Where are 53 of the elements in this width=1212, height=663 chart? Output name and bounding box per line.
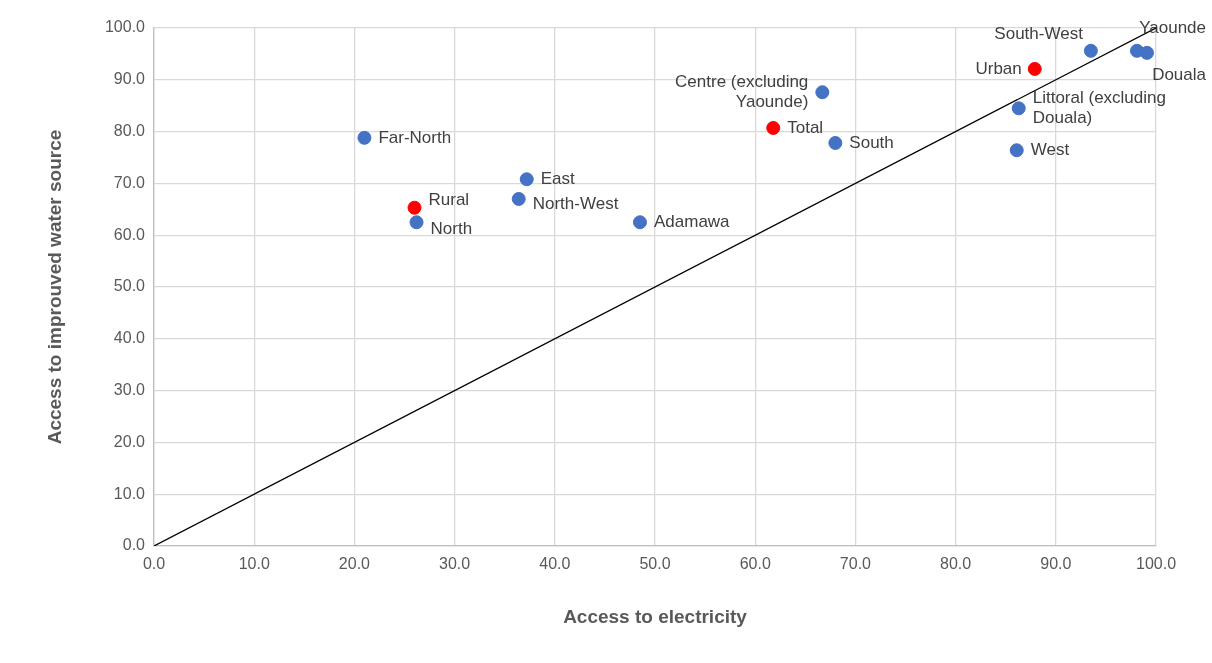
x-tick-label: 90.0: [1040, 555, 1072, 573]
x-tick-label: 20.0: [338, 555, 371, 573]
y-tick-label: 100.0: [104, 18, 146, 36]
x-tick-label: 60.0: [739, 555, 771, 573]
x-tick-label: 100.0: [1135, 555, 1177, 573]
series-label: South-West: [994, 24, 1084, 44]
point: [1009, 143, 1024, 158]
x-tick-label: 30.0: [439, 555, 471, 573]
y-tick-label: 30.0: [113, 381, 146, 399]
point: [766, 120, 781, 135]
point: [519, 172, 534, 187]
series-label: Douala: [1152, 64, 1207, 84]
x-axis-title: Access to electricity: [563, 605, 748, 627]
point: [1083, 43, 1098, 58]
series-label: West: [1030, 139, 1070, 159]
point: [1011, 101, 1026, 116]
point: [409, 215, 424, 230]
series-label: North: [430, 218, 473, 238]
point: [828, 136, 843, 150]
x-tick-label: 50.0: [639, 555, 671, 573]
series-label: Littoral (excluding Douala): [1032, 87, 1166, 127]
y-tick-label: 10.0: [113, 484, 146, 502]
y-tick-label: 90.0: [113, 70, 146, 88]
x-tick-label: 70.0: [839, 555, 872, 573]
y-tick-label: 20.0: [113, 432, 146, 450]
series-label: North-West: [532, 193, 619, 213]
point: [632, 215, 647, 230]
series-label: Far-North: [378, 127, 452, 147]
series-label: South: [849, 132, 894, 152]
x-tick-label: 10.0: [238, 555, 270, 573]
y-tick-label: 0.0: [122, 536, 146, 554]
point: [357, 130, 372, 145]
point: [1129, 43, 1144, 58]
y-axis-title: Access to improuved water source: [43, 129, 65, 445]
y-tick-label: 60.0: [113, 225, 146, 243]
y-tick-label: 70.0: [113, 173, 146, 191]
point: [1027, 61, 1042, 76]
point: [407, 200, 422, 215]
series-label: East: [540, 168, 576, 188]
y-tick-label: 50.0: [113, 277, 146, 295]
x-tick-label: 40.0: [539, 555, 571, 573]
series-label: Yaounde: [1139, 18, 1206, 38]
series-label: Adamawa: [653, 211, 731, 231]
series-label: Urban: [975, 58, 1022, 78]
y-tick-label: 80.0: [113, 122, 146, 140]
series-label: Total: [787, 117, 824, 137]
x-tick-label: 80.0: [940, 555, 972, 573]
x-tick-label: 0.0: [142, 555, 166, 573]
series-label: Centre (excluding Yaounde): [675, 71, 809, 111]
y-tick-label: 40.0: [113, 329, 146, 347]
point: [511, 191, 526, 206]
point: [815, 85, 830, 100]
series-label: Rural: [428, 190, 470, 210]
